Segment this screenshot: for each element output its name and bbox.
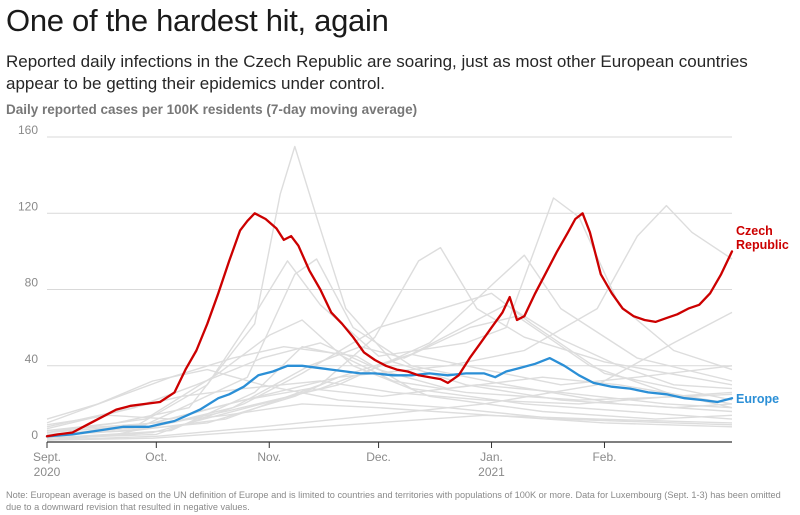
europe-line bbox=[45, 356, 734, 438]
line-chart: 0 40 80 120 160 Sept.2020 Oct. Nov. Dec. Jan.202… bbox=[18, 123, 789, 479]
country-line bbox=[46, 246, 733, 436]
chart-title: One of the hardest hit, again bbox=[6, 3, 389, 38]
country-line bbox=[46, 254, 733, 439]
country-line bbox=[46, 384, 733, 426]
series-labels: Czech Republic Europe bbox=[736, 224, 789, 406]
chart-subtitle: Reported daily infections in the Czech R… bbox=[6, 52, 748, 93]
country-line bbox=[46, 292, 733, 439]
x-tick-label: Nov. bbox=[257, 450, 281, 464]
y-tick-labels: 0 40 80 120 160 bbox=[18, 123, 38, 442]
country-line bbox=[46, 311, 733, 441]
country-line bbox=[46, 145, 733, 432]
x-tick-label: Dec. bbox=[366, 450, 391, 464]
country-line bbox=[46, 304, 733, 441]
country-line bbox=[46, 346, 733, 424]
series-label-line: Republic bbox=[736, 238, 789, 252]
y-tick-label: 0 bbox=[31, 428, 38, 442]
x-tick-label: Oct. bbox=[145, 450, 167, 464]
series-label-line: Czech bbox=[736, 224, 773, 238]
y-axis-description: Daily reported cases per 100K residents … bbox=[6, 102, 418, 117]
x-tick-year-label: 2021 bbox=[478, 465, 505, 479]
footnote: Note: European average is based on the U… bbox=[6, 490, 781, 512]
country-line bbox=[46, 258, 733, 434]
x-tick-year-label: 2020 bbox=[34, 465, 61, 479]
country-line bbox=[46, 342, 733, 430]
x-tick-label: Jan. bbox=[480, 450, 503, 464]
background-country-lines bbox=[46, 145, 733, 441]
y-tick-label: 80 bbox=[25, 276, 39, 290]
country-line bbox=[46, 353, 733, 437]
czech-republic-line bbox=[45, 212, 734, 438]
x-axis: Sept.2020 Oct. Nov. Dec. Jan.2021 Feb. bbox=[33, 441, 732, 479]
country-line bbox=[46, 368, 733, 426]
country-line bbox=[46, 414, 733, 441]
y-tick-label: 40 bbox=[25, 352, 39, 366]
series-label-europe: Europe bbox=[736, 392, 779, 406]
y-tick-label: 160 bbox=[18, 123, 38, 137]
highlight-lines bbox=[45, 212, 734, 438]
x-tick-label: Feb. bbox=[592, 450, 616, 464]
country-line bbox=[46, 346, 733, 439]
y-tick-label: 120 bbox=[18, 199, 38, 213]
series-label-czech-republic: Czech Republic bbox=[736, 224, 789, 252]
x-tick-label: Sept. bbox=[33, 450, 61, 464]
